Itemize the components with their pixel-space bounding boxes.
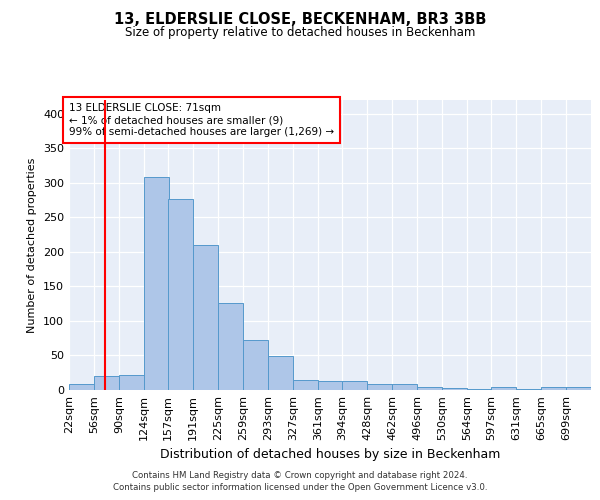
Bar bbox=[293, 380, 318, 390]
Bar bbox=[193, 245, 218, 390]
Bar bbox=[168, 198, 193, 390]
Bar bbox=[144, 178, 169, 390]
Bar bbox=[392, 384, 417, 390]
Bar bbox=[442, 388, 467, 390]
Bar bbox=[417, 386, 442, 390]
Text: Size of property relative to detached houses in Beckenham: Size of property relative to detached ho… bbox=[125, 26, 475, 39]
Bar bbox=[318, 381, 343, 390]
Bar bbox=[566, 387, 591, 390]
Bar bbox=[268, 356, 293, 390]
Bar bbox=[541, 387, 566, 390]
Y-axis label: Number of detached properties: Number of detached properties bbox=[28, 158, 37, 332]
Text: Contains HM Land Registry data © Crown copyright and database right 2024.
Contai: Contains HM Land Registry data © Crown c… bbox=[113, 471, 487, 492]
Text: 13 ELDERSLIE CLOSE: 71sqm
← 1% of detached houses are smaller (9)
99% of semi-de: 13 ELDERSLIE CLOSE: 71sqm ← 1% of detach… bbox=[69, 104, 334, 136]
Bar bbox=[69, 384, 94, 390]
Bar bbox=[491, 387, 516, 390]
Bar bbox=[243, 340, 268, 390]
X-axis label: Distribution of detached houses by size in Beckenham: Distribution of detached houses by size … bbox=[160, 448, 500, 462]
Text: 13, ELDERSLIE CLOSE, BECKENHAM, BR3 3BB: 13, ELDERSLIE CLOSE, BECKENHAM, BR3 3BB bbox=[114, 12, 486, 28]
Bar bbox=[342, 381, 367, 390]
Bar bbox=[119, 375, 144, 390]
Bar bbox=[94, 376, 119, 390]
Bar bbox=[218, 303, 243, 390]
Bar bbox=[367, 384, 392, 390]
